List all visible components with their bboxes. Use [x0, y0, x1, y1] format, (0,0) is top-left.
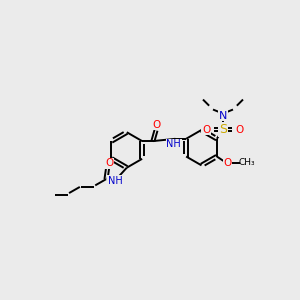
Text: O: O	[236, 124, 244, 135]
Text: O: O	[224, 158, 232, 168]
Text: N: N	[219, 111, 227, 121]
Text: O: O	[105, 158, 113, 168]
Text: O: O	[202, 124, 210, 135]
Text: CH₃: CH₃	[238, 158, 255, 167]
Text: NH: NH	[108, 176, 123, 186]
Text: O: O	[153, 120, 161, 130]
Text: S: S	[219, 123, 227, 136]
Text: NH: NH	[167, 139, 181, 149]
